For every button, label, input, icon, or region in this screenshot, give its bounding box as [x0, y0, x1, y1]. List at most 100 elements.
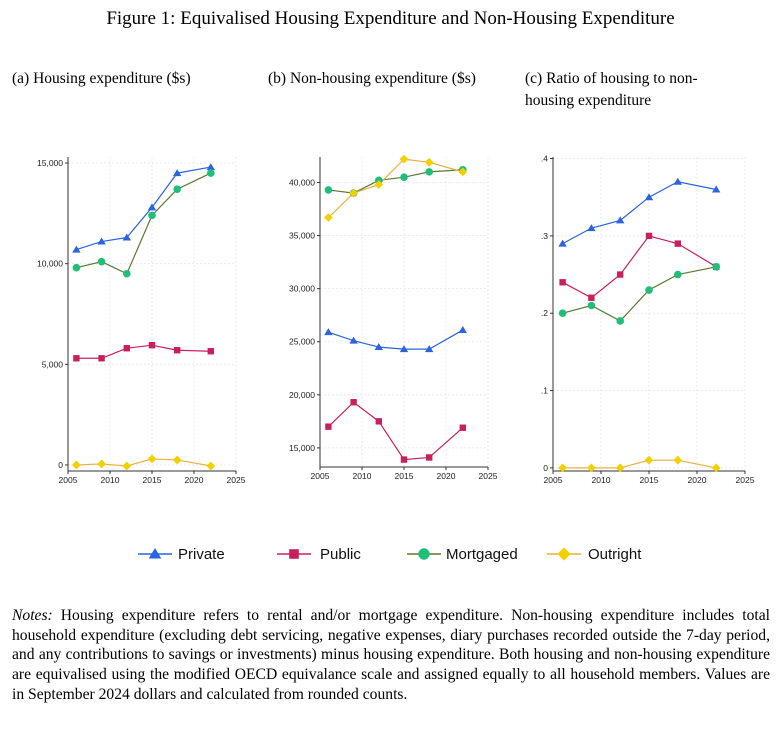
data-point-private — [374, 343, 383, 351]
data-point-mortgaged — [616, 317, 624, 325]
figure-title: Figure 1: Equivalised Housing Expenditur… — [106, 8, 675, 29]
data-point-outright — [324, 213, 333, 222]
x-tick-label: 2020 — [688, 475, 707, 485]
data-point-public — [588, 294, 595, 301]
data-point-public — [459, 424, 466, 431]
y-tick-label: 10,000 — [37, 259, 63, 269]
data-point-public — [98, 355, 105, 362]
series-line-mortgaged — [76, 172, 212, 275]
data-point-outright — [711, 463, 721, 473]
legend-marker-public — [289, 549, 299, 559]
y-tick-label: 15,000 — [37, 158, 63, 168]
panel-b-title-line1: (b) Non-housing expenditure ($s) — [268, 70, 476, 87]
y-tick-label: 5,000 — [42, 359, 64, 369]
y-tick-label: 35,000 — [289, 231, 315, 241]
data-point-private — [399, 345, 409, 353]
x-tick-label: 2025 — [736, 475, 755, 485]
legend-item-mortgaged: Mortgaged — [407, 546, 518, 563]
data-point-mortgaged — [207, 169, 215, 177]
y-tick-label: 0 — [543, 463, 548, 473]
x-tick-label: 2010 — [592, 475, 611, 485]
data-point-mortgaged — [425, 168, 434, 176]
data-point-private — [97, 237, 106, 245]
legend-item-outright: Outright — [547, 546, 642, 563]
data-point-mortgaged — [173, 185, 181, 194]
data-point-mortgaged — [97, 257, 106, 266]
data-point-private — [673, 177, 682, 185]
data-point-outright — [673, 455, 683, 465]
legend-marker-private — [148, 548, 162, 559]
data-point-mortgaged — [324, 186, 333, 194]
x-tick-label: 2005 — [59, 475, 78, 485]
data-point-mortgaged — [645, 286, 653, 294]
y-tick-label: .2 — [541, 308, 548, 318]
y-tick-label: 0 — [58, 460, 63, 470]
panel-b-title: (b) Non-housing expenditure ($s) — [268, 68, 476, 90]
data-point-private — [616, 216, 625, 224]
data-point-public — [617, 271, 624, 278]
data-point-public — [559, 279, 566, 286]
data-point-mortgaged — [712, 263, 720, 271]
series-line-private — [328, 329, 464, 350]
chart-panel-a: 0 5,000 10,000 15,000 2005 2010 2015 2020 2025 — [37, 157, 246, 485]
data-point-public — [400, 456, 408, 463]
series-line-private — [562, 181, 717, 245]
panel-c-title-line1: (c) Ratio of housing to non- — [525, 70, 698, 87]
y-tick-label: 40,000 — [289, 177, 315, 187]
data-point-mortgaged — [400, 173, 408, 181]
data-point-private — [587, 224, 596, 232]
data-point-private — [173, 169, 182, 177]
y-tick-label: 15,000 — [289, 443, 315, 453]
data-point-private — [72, 245, 81, 253]
data-point-outright — [587, 463, 596, 473]
data-point-outright — [424, 157, 434, 167]
data-point-private — [206, 163, 215, 171]
y-tick-label: .3 — [541, 231, 548, 241]
data-point-mortgaged — [674, 270, 682, 279]
data-point-outright — [644, 455, 654, 465]
x-tick-label: 2025 — [227, 475, 246, 485]
chart-panel-c: 0 .1 .2 .3 .4 2005 2010 2015 2020 2025 — [541, 154, 755, 485]
data-point-private — [324, 328, 333, 336]
data-point-outright — [147, 454, 157, 464]
x-tick-label: 2015 — [143, 475, 162, 485]
x-tick-label: 2015 — [395, 471, 414, 481]
panel-a-title-line1: (a) Housing expenditure ($s) — [12, 70, 191, 87]
data-point-private — [644, 193, 654, 201]
data-point-outright — [206, 461, 216, 471]
legend-marker-mortgaged — [418, 548, 430, 560]
data-point-outright — [458, 167, 468, 177]
data-point-public — [350, 399, 357, 406]
data-point-outright — [349, 188, 358, 198]
data-point-public — [426, 454, 433, 461]
data-point-public — [123, 345, 130, 352]
data-point-public — [375, 418, 382, 425]
legend-label-mortgaged: Mortgaged — [446, 546, 518, 563]
panel-c-title-line2: housing expenditure — [525, 92, 652, 109]
x-tick-label: 2020 — [185, 475, 204, 485]
notes-text: Housing expenditure refers to rental and… — [12, 607, 770, 703]
data-point-outright — [615, 463, 625, 473]
series-line-outright — [327, 158, 463, 218]
x-tick-label: 2005 — [544, 475, 563, 485]
series-line-public — [327, 401, 464, 461]
data-point-private — [122, 233, 131, 241]
data-point-outright — [97, 459, 106, 469]
data-point-public — [645, 232, 653, 240]
y-tick-label: .4 — [541, 154, 548, 164]
legend-item-public: Public — [277, 546, 361, 563]
data-point-public — [674, 240, 681, 247]
legend-marker-outright — [557, 547, 571, 561]
series-line-public — [76, 344, 211, 359]
x-tick-label: 2015 — [640, 475, 659, 485]
x-tick-label: 2025 — [479, 471, 498, 481]
data-point-private — [349, 336, 358, 344]
data-point-outright — [399, 154, 409, 164]
legend-label-private: Private — [178, 546, 225, 563]
data-point-private — [458, 326, 467, 334]
chart-panel-b: 15,000 20,000 25,000 30,000 35,000 40,000 2005… — [289, 154, 498, 481]
series-line-outright — [562, 459, 717, 469]
x-tick-label: 2010 — [101, 475, 120, 485]
charts-canvas: 0 5,000 10,000 15,000 2005 2010 2015 2020 2025 15… — [37, 154, 755, 563]
data-point-outright — [122, 461, 132, 471]
